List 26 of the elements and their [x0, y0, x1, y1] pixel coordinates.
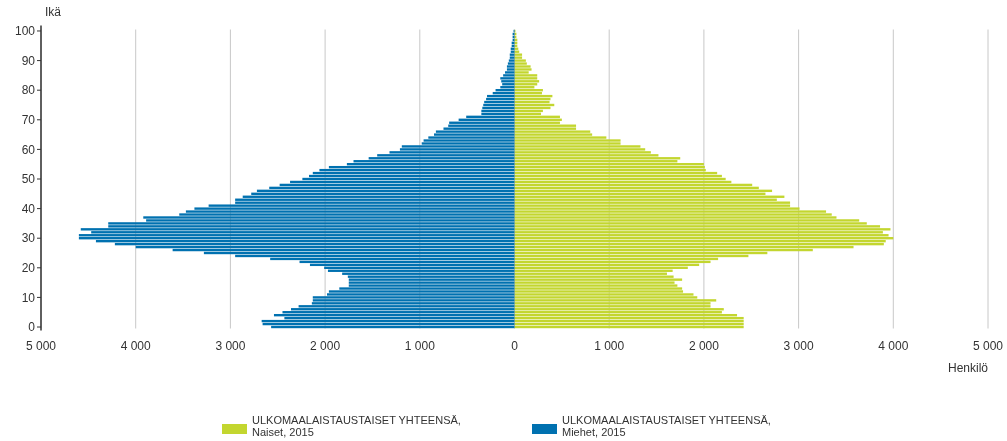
x-tick-label: 5 000: [972, 339, 1004, 353]
y-tick-label: 0: [28, 320, 36, 335]
y-tick-label: 50: [21, 172, 36, 187]
legend-label: ULKOMAALAISTAUSTAISET YHTEENSÄ, Miehet, 2015: [562, 414, 771, 439]
legend-label: ULKOMAALAISTAUSTAISET YHTEENSÄ, Naiset, 2015: [252, 414, 461, 439]
x-tick-label: 1 000: [404, 339, 436, 353]
y-tick-label: 10: [21, 290, 36, 305]
y-tick-label: 40: [21, 201, 36, 216]
x-tick-label: 2 000: [688, 339, 720, 353]
x-tick-label: 5 000: [25, 339, 57, 353]
x-tick-label: 3 000: [215, 339, 246, 353]
y-tick-label: 90: [21, 53, 36, 68]
y-tick-label: 30: [21, 231, 36, 246]
y-tick-label: 60: [21, 142, 36, 157]
y-tick-label: 20: [21, 261, 36, 276]
y-tick-label: 80: [21, 83, 36, 98]
x-tick-label: 0: [511, 339, 519, 353]
x-axis-title: Henkilö: [947, 361, 989, 375]
x-tick-label: 4 000: [878, 339, 909, 353]
y-tick-label: 100: [14, 24, 36, 39]
x-tick-label: 4 000: [120, 339, 152, 353]
y-axis-title: Ikä: [45, 5, 62, 19]
y-tick-label: 70: [21, 112, 36, 127]
x-tick-label: 1 000: [594, 339, 625, 353]
x-tick-label: 3 000: [783, 339, 814, 353]
x-tick-label: 2 000: [310, 339, 341, 353]
